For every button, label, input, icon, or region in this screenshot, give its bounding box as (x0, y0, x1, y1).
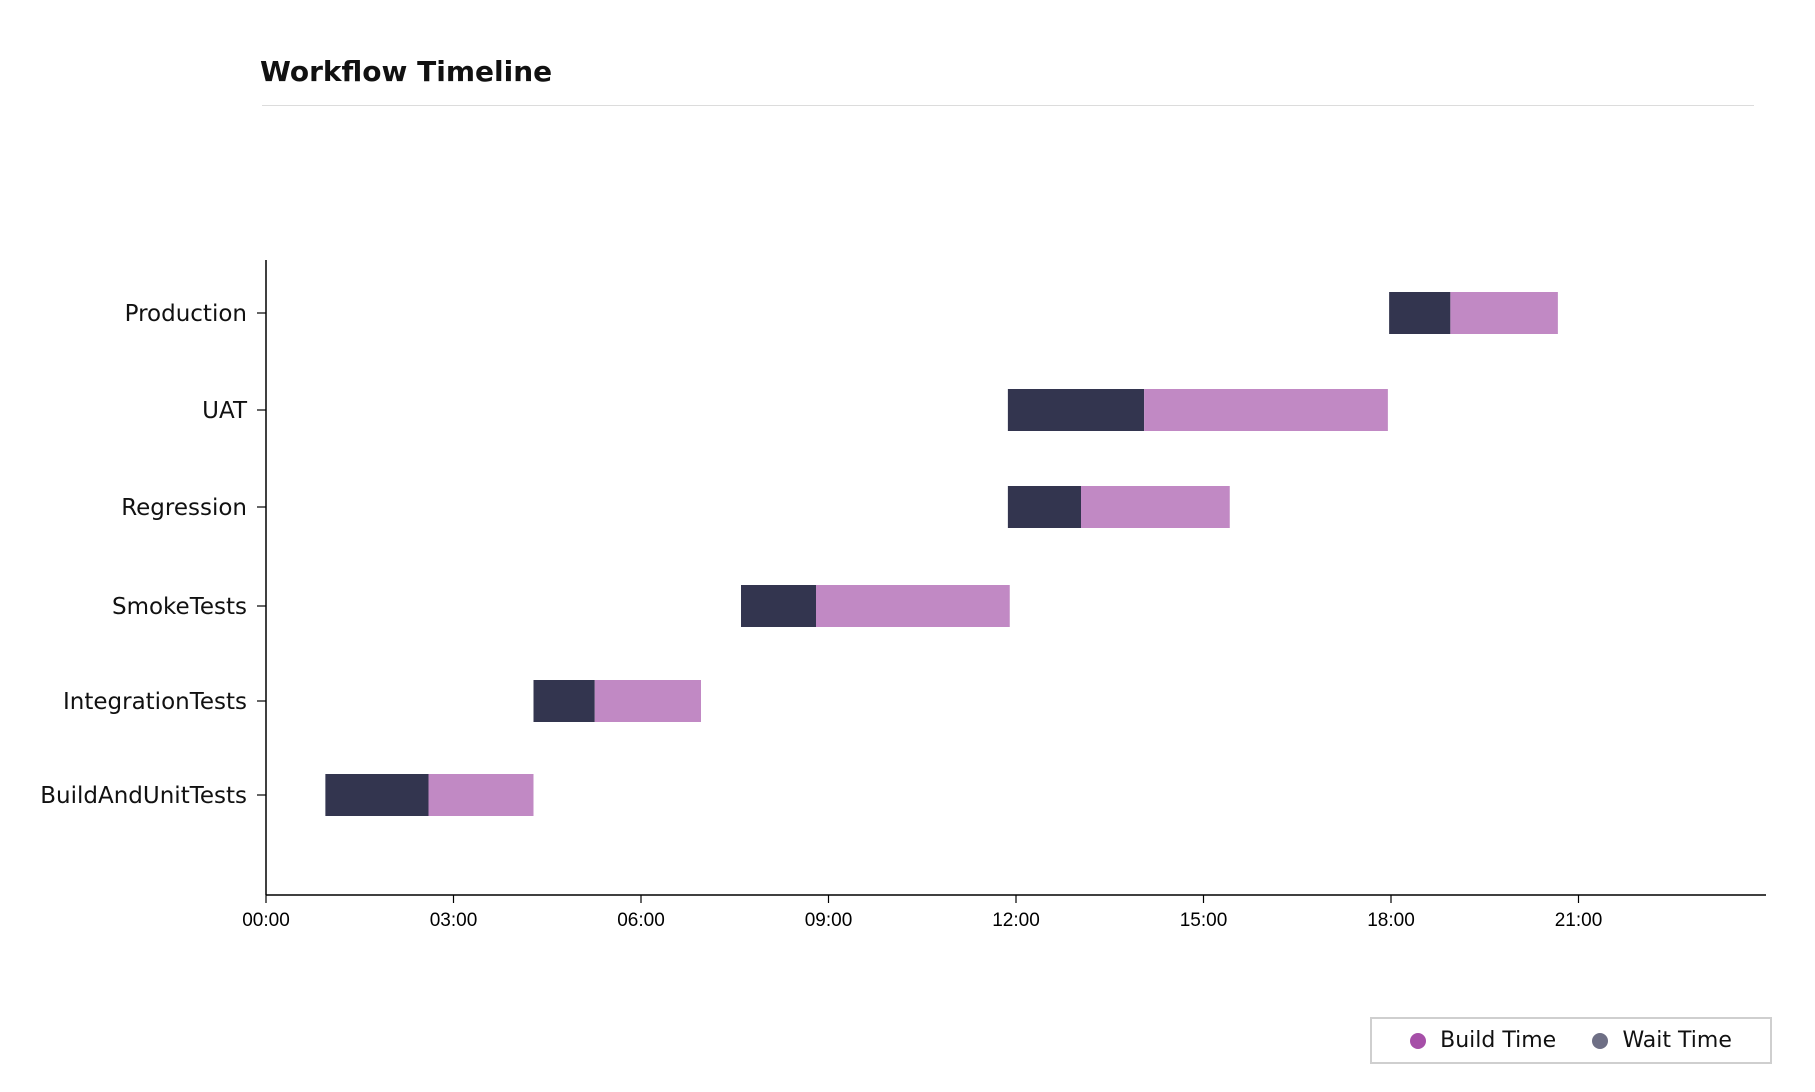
x-tick-label-7: 21:00 (1555, 910, 1603, 931)
x-tick-label-1: 03:00 (430, 910, 478, 931)
bar-uat-wait-time[interactable] (1007, 389, 1145, 431)
bar-smoketests-build-time[interactable] (816, 585, 1010, 627)
x-tick-label-2: 06:00 (617, 910, 665, 931)
y-tick-label-regression: Regression (121, 495, 247, 521)
bar-production-build-time[interactable] (1450, 292, 1558, 334)
x-tick-label-5: 15:00 (1180, 910, 1228, 931)
title-divider (262, 105, 1754, 106)
bar-integrationtests-build-time[interactable] (594, 680, 701, 722)
page-title: Workflow Timeline (260, 55, 553, 88)
axes-layer: BuildAndUnitTests IntegrationTests SmokeTe… (40, 260, 1766, 931)
bar-integrationtests-wait-time[interactable] (533, 680, 595, 722)
legend-item-build-time[interactable]: Build Time (1410, 1028, 1556, 1053)
bar-regression-wait-time[interactable] (1007, 486, 1081, 528)
y-tick-label-uat: UAT (202, 398, 248, 424)
y-tick-label-integrationtests: IntegrationTests (63, 689, 247, 715)
bar-regression-build-time[interactable] (1081, 486, 1230, 528)
y-tick-label-production: Production (125, 301, 247, 327)
legend-label-wait-time: Wait Time (1622, 1028, 1732, 1053)
bar-buildandunittests-build-time[interactable] (428, 774, 534, 816)
x-tick-label-0: 00:00 (242, 910, 290, 931)
bars-layer (325, 292, 1558, 816)
legend-item-wait-time[interactable]: Wait Time (1592, 1028, 1732, 1053)
legend-marker-build-time (1410, 1032, 1427, 1049)
y-tick-label-buildandunittests: BuildAndUnitTests (40, 783, 247, 809)
bar-smoketests-wait-time[interactable] (741, 585, 816, 627)
y-tick-label-smoketests: SmokeTests (112, 594, 247, 620)
x-tick-label-4: 12:00 (992, 910, 1040, 931)
legend-label-build-time: Build Time (1440, 1028, 1557, 1053)
chart-legend: Build Time Wait Time (1370, 1017, 1772, 1064)
x-tick-label-6: 18:00 (1367, 910, 1415, 931)
x-tick-label-3: 09:00 (805, 910, 853, 931)
bar-production-wait-time[interactable] (1389, 292, 1451, 334)
legend-marker-wait-time (1592, 1032, 1609, 1049)
bar-uat-build-time[interactable] (1144, 389, 1388, 431)
bar-buildandunittests-wait-time[interactable] (325, 774, 429, 816)
